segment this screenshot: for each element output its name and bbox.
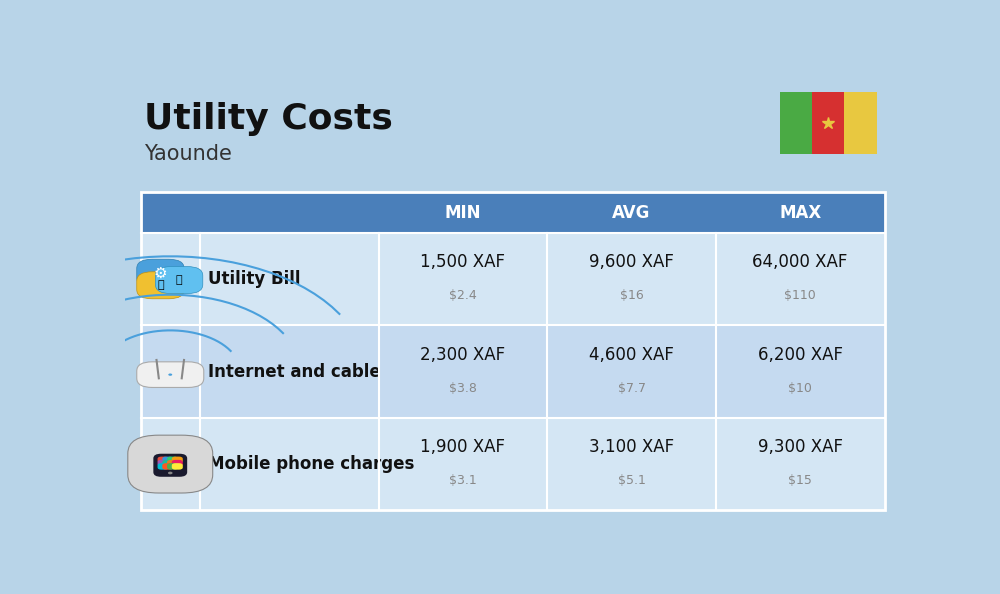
FancyBboxPatch shape — [812, 92, 844, 154]
Text: 2,300 XAF: 2,300 XAF — [420, 346, 505, 364]
Text: $2.4: $2.4 — [449, 289, 477, 302]
FancyBboxPatch shape — [172, 460, 183, 466]
FancyBboxPatch shape — [162, 460, 173, 466]
FancyBboxPatch shape — [167, 463, 178, 470]
Text: 🔌: 🔌 — [157, 280, 164, 290]
Text: Mobile phone charges: Mobile phone charges — [208, 455, 414, 473]
FancyBboxPatch shape — [172, 463, 183, 470]
Text: AVG: AVG — [612, 204, 651, 222]
Text: $15: $15 — [788, 474, 812, 487]
Text: 9,600 XAF: 9,600 XAF — [589, 254, 674, 271]
FancyBboxPatch shape — [162, 457, 173, 463]
FancyBboxPatch shape — [137, 272, 184, 299]
Text: Utility Costs: Utility Costs — [144, 102, 393, 136]
Circle shape — [168, 472, 173, 475]
Text: Yaounde: Yaounde — [144, 144, 232, 163]
FancyBboxPatch shape — [140, 192, 885, 233]
Text: $3.1: $3.1 — [449, 474, 477, 487]
Text: MIN: MIN — [445, 204, 481, 222]
FancyBboxPatch shape — [137, 362, 204, 387]
FancyBboxPatch shape — [128, 435, 213, 493]
Text: 3,100 XAF: 3,100 XAF — [589, 438, 674, 456]
FancyBboxPatch shape — [153, 454, 187, 477]
FancyBboxPatch shape — [780, 92, 812, 154]
Text: Internet and cable: Internet and cable — [208, 362, 381, 381]
FancyBboxPatch shape — [167, 460, 178, 466]
Text: $7.7: $7.7 — [618, 382, 646, 394]
Text: $3.8: $3.8 — [449, 382, 477, 394]
Text: 64,000 XAF: 64,000 XAF — [752, 254, 848, 271]
FancyBboxPatch shape — [158, 460, 169, 466]
FancyBboxPatch shape — [140, 233, 885, 326]
FancyBboxPatch shape — [158, 457, 169, 463]
Text: $10: $10 — [788, 382, 812, 394]
FancyBboxPatch shape — [137, 259, 184, 287]
FancyBboxPatch shape — [172, 457, 183, 463]
Text: ⚙: ⚙ — [154, 266, 167, 281]
Text: 4,600 XAF: 4,600 XAF — [589, 346, 674, 364]
Text: 1,900 XAF: 1,900 XAF — [420, 438, 505, 456]
Text: 1,500 XAF: 1,500 XAF — [420, 254, 505, 271]
FancyBboxPatch shape — [140, 326, 885, 418]
Text: MAX: MAX — [779, 204, 821, 222]
FancyBboxPatch shape — [140, 418, 885, 510]
Text: 6,200 XAF: 6,200 XAF — [758, 346, 843, 364]
FancyBboxPatch shape — [167, 457, 178, 463]
FancyBboxPatch shape — [844, 92, 877, 154]
Text: 9,300 XAF: 9,300 XAF — [758, 438, 843, 456]
Circle shape — [168, 374, 172, 376]
Text: $5.1: $5.1 — [618, 474, 645, 487]
FancyBboxPatch shape — [155, 267, 203, 293]
Text: $110: $110 — [784, 289, 816, 302]
FancyBboxPatch shape — [158, 463, 169, 470]
Text: $16: $16 — [620, 289, 643, 302]
FancyBboxPatch shape — [162, 463, 173, 470]
Text: Utility Bill: Utility Bill — [208, 270, 300, 288]
Text: 💧: 💧 — [176, 275, 182, 285]
